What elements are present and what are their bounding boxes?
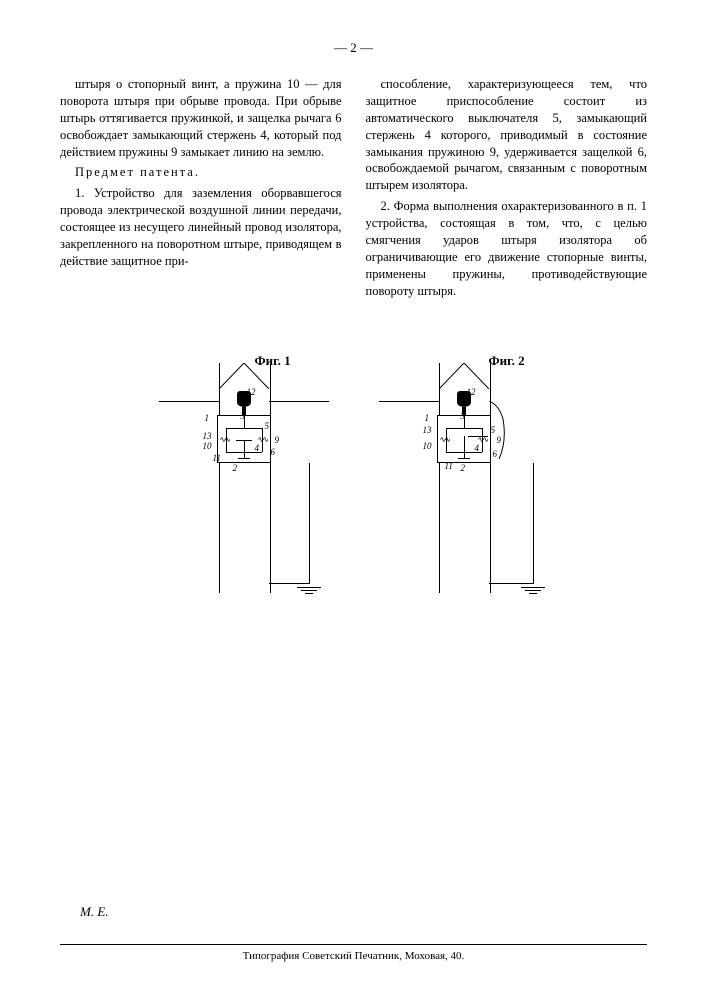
fig2-ref-12: 12	[467, 387, 476, 397]
fig2-ref-4: 4	[475, 443, 480, 453]
fig2-ref-2: 2	[461, 463, 466, 473]
fig2-ref-11: 11	[445, 461, 453, 471]
fig2-ref-6: 6	[493, 449, 498, 459]
fig1-ref-9: 9	[275, 435, 280, 445]
figure-2-label: Фиг. 2	[489, 353, 525, 369]
footer-rule	[60, 944, 647, 945]
fig1-ref-12: 12	[247, 387, 256, 397]
fig1-ref-13: 13	[203, 431, 212, 441]
imprint: Типография Советский Печатник, Моховая, …	[0, 950, 707, 962]
fig1-ground-symbol	[297, 585, 321, 594]
fig1-ref-6: 6	[271, 447, 276, 457]
figure-2: Фиг. 2 ∿∿ ∿∿	[379, 353, 549, 653]
fig2-wire-left	[379, 401, 439, 402]
patent-subject-heading: Предмет патента.	[60, 164, 342, 181]
fig1-ref-1: 1	[205, 413, 210, 423]
para-left-1: штыря о стопорный винт, а пружина 10 — д…	[60, 76, 342, 160]
fig2-ref-1: 1	[425, 413, 430, 423]
fig1-pole-top	[219, 363, 269, 389]
text-columns: штыря о стопорный винт, а пружина 10 — д…	[60, 76, 647, 303]
figures-area: Фиг. 1 ∿∿ ∿∿ 1 2 3	[60, 353, 647, 653]
page-number: 2	[60, 40, 647, 56]
para-right-1: способление, характеризующееся тем, что …	[366, 76, 648, 194]
fig2-pole-top	[439, 363, 489, 389]
figure-1: Фиг. 1 ∿∿ ∿∿ 1 2 3	[159, 353, 329, 653]
fig2-ground-lead	[489, 463, 534, 584]
page: 2 штыря о стопорный винт, а пружина 10 —…	[0, 0, 707, 1000]
fig2-ref-3: 3	[461, 411, 466, 421]
fig1-ref-5: 5	[265, 421, 270, 431]
fig2-ref-13: 13	[423, 425, 432, 435]
fig2-wire-broken	[489, 401, 549, 461]
fig1-ref-3: 3	[241, 411, 246, 421]
fig2-ref-5: 5	[491, 425, 496, 435]
fig1-ref-2: 2	[233, 463, 238, 473]
para-left-2: 1. Устройство для заземления оборвавшего…	[60, 185, 342, 269]
fig1-ref-11: 11	[213, 453, 221, 463]
para-right-2: 2. Форма выполнения охарактеризованного …	[366, 198, 648, 299]
left-column: штыря о стопорный винт, а пружина 10 — д…	[60, 76, 342, 303]
fig2-ref-10: 10	[423, 441, 432, 451]
fig2-ground-symbol	[521, 585, 545, 594]
signature: М. Е.	[80, 904, 109, 920]
fig1-wire-right	[269, 401, 329, 402]
fig1-mechanism: ∿∿ ∿∿	[217, 415, 271, 463]
fig1-ref-10: 10	[203, 441, 212, 451]
fig1-ref-4: 4	[255, 443, 260, 453]
fig1-wire-left	[159, 401, 219, 402]
fig2-ref-9: 9	[497, 435, 502, 445]
right-column: способление, характеризующееся тем, что …	[366, 76, 648, 303]
fig1-ground-lead	[269, 463, 310, 584]
fig2-mechanism: ∿∿ ∿∿	[437, 415, 491, 463]
